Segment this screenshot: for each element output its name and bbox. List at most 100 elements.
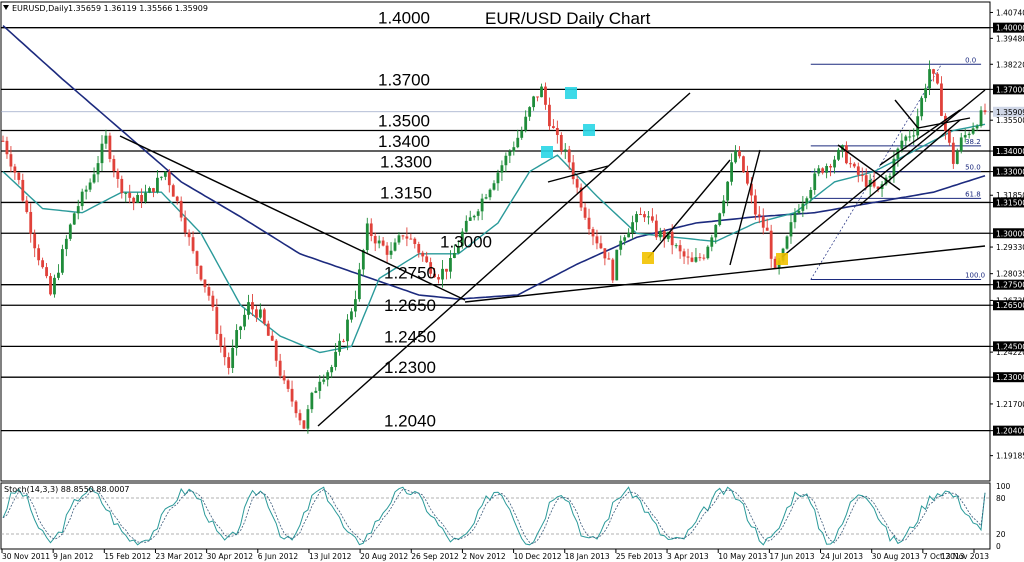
candle-body: [555, 127, 559, 136]
candle-body: [132, 197, 136, 203]
candle-body: [746, 171, 749, 184]
candle-body: [163, 171, 167, 177]
price-tick-label: 1.29330: [996, 243, 1024, 252]
candle-body: [480, 198, 484, 212]
candle-body: [611, 259, 615, 281]
candle-body: [916, 116, 920, 136]
candle-body: [967, 133, 971, 136]
candle-body: [425, 256, 429, 263]
level-label: 1.3500: [378, 111, 430, 130]
candle-body: [599, 243, 603, 249]
candle-body: [833, 159, 836, 168]
candle-body: [156, 177, 159, 193]
candle-body: [175, 196, 179, 201]
fib-label: 0.0: [965, 56, 976, 64]
candle-body: [441, 268, 444, 280]
candle-body: [96, 163, 100, 175]
candle-body: [302, 420, 306, 429]
candle-body: [591, 229, 595, 237]
price-tag-bg: [993, 228, 1024, 239]
candle-body: [199, 265, 203, 280]
candle-body: [45, 267, 48, 277]
candle-body: [544, 86, 547, 105]
level-labels: 1.4000 1.3700 1.3500 1.3400 1.3300 1.3150 1.30…: [378, 9, 492, 431]
trendline: [729, 149, 761, 266]
price-tick-label: 1.40000: [996, 24, 1024, 33]
candle-body: [492, 183, 496, 190]
candle-body: [670, 231, 674, 246]
candle-body: [936, 73, 939, 84]
candle-body: [247, 302, 250, 315]
date-tick-label: 9 Jan 2012: [53, 552, 93, 561]
candle-body: [397, 235, 401, 243]
date-tick-label: 17 Jun 2013: [769, 552, 814, 561]
pivot-low-marker: [642, 252, 654, 264]
candle-body: [484, 197, 488, 199]
candle-body: [797, 210, 801, 214]
candle-body: [13, 166, 17, 173]
date-tick-label: 10 May 2013: [718, 552, 767, 561]
candle-body: [464, 220, 468, 232]
candle-body: [959, 137, 963, 152]
candle-body: [37, 248, 41, 261]
candle-body: [742, 156, 745, 172]
candle-body: [60, 249, 64, 273]
candle-body: [852, 163, 856, 167]
candle-body: [856, 166, 860, 175]
candle-body: [654, 220, 658, 238]
candle-body: [872, 179, 876, 187]
level-label: 1.3300: [380, 153, 432, 172]
price-tick-label: 1.20400: [996, 427, 1024, 436]
candle-body: [805, 198, 809, 204]
date-tick-label: 30 Aug 2013: [872, 552, 920, 561]
candle-body: [235, 330, 239, 348]
candlesticks: [1, 60, 987, 434]
candle-body: [286, 380, 290, 389]
candle-body: [227, 357, 231, 368]
date-tick-label: 15 Feb 2012: [104, 552, 151, 561]
candle-body: [757, 214, 761, 217]
candle-body: [53, 277, 56, 295]
candle-body: [195, 251, 199, 266]
price-tick-label: 1.31850: [996, 191, 1024, 200]
candle-body: [690, 257, 694, 262]
date-tick-label: 13 Nov 2013: [941, 552, 989, 561]
symbol-label: EURUSD,Daily: [12, 4, 69, 13]
candle-body: [433, 273, 437, 278]
candle-body: [64, 238, 68, 250]
price-tag-bg: [993, 166, 1024, 177]
candle-body: [496, 172, 500, 184]
candle-body: [350, 311, 353, 320]
candle-body: [100, 143, 104, 164]
candle-body: [516, 137, 520, 148]
candle-body: [734, 151, 737, 163]
candle-body: [17, 172, 21, 180]
candle-body: [504, 155, 508, 166]
candle-body: [409, 238, 413, 240]
candle-body: [643, 214, 646, 218]
candle-body: [947, 130, 951, 143]
candle-body: [365, 223, 369, 251]
candle-body: [940, 83, 943, 116]
candle-body: [603, 248, 607, 259]
stoch-plot-frame: [0, 482, 991, 550]
candle-body: [92, 174, 96, 183]
triangle-down-icon[interactable]: [3, 5, 9, 10]
candle-body: [658, 230, 662, 238]
candle-body: [753, 195, 757, 215]
candle-body: [920, 98, 924, 117]
price-tick-label: 1.30000: [996, 229, 1024, 238]
price-tick-label: 1.35500: [996, 116, 1024, 125]
candle-body: [1, 140, 5, 142]
candle-body: [231, 347, 235, 368]
candle-body: [373, 235, 377, 244]
candle-body: [25, 200, 29, 212]
ma-fast-line: [2, 123, 986, 354]
level-label: 1.2750: [384, 264, 436, 283]
candle-body: [144, 192, 147, 202]
candle-body: [908, 136, 912, 138]
candle-body: [41, 260, 44, 268]
date-tick-label: 6 Jun 2012: [258, 552, 299, 561]
candle-body: [587, 217, 591, 230]
